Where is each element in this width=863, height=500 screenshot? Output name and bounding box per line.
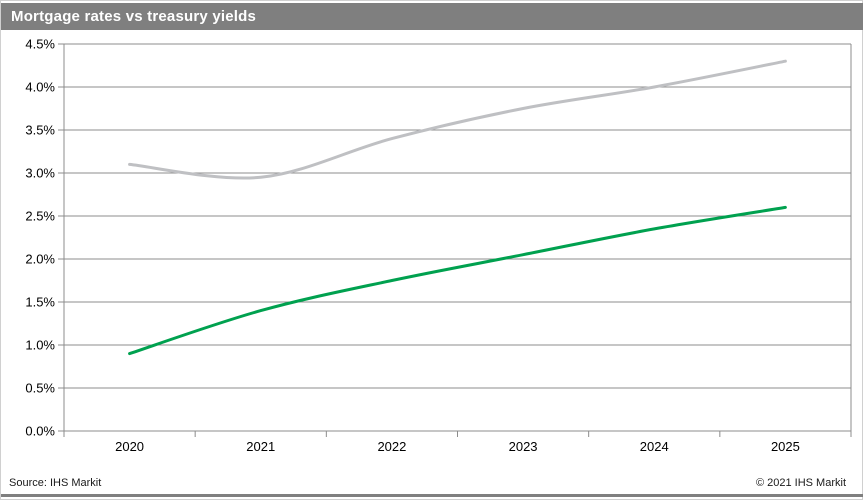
y-tick-label: 1.0%	[25, 338, 55, 353]
x-tick-label: 2024	[640, 439, 669, 454]
footer-accent-bar	[1, 494, 863, 497]
treasury-yields-line	[128, 205, 787, 356]
x-tick-label: 2022	[377, 439, 406, 454]
x-tick-label: 2020	[115, 439, 144, 454]
y-tick-label: 2.5%	[25, 209, 55, 224]
y-tick-label: 2.0%	[25, 252, 55, 267]
y-tick-label: 4.0%	[25, 80, 55, 95]
y-tick-label: 1.5%	[25, 295, 55, 310]
x-tick-label: 2021	[246, 439, 275, 454]
source-note: Source: IHS Markit	[9, 477, 102, 489]
y-tick-label: 0.0%	[25, 424, 55, 439]
y-tick-label: 3.0%	[25, 166, 55, 181]
chart-title: Mortgage rates vs treasury yields	[11, 8, 257, 25]
copyright-note: © 2021 IHS Markit	[755, 477, 846, 489]
line-chart: 0.0% 0.5% 1.0% 1.5% 2.0% 2.5% 3.0% 3.5% 4.0% 4.5%…	[25, 37, 852, 454]
y-tick-label: 4.5%	[25, 37, 55, 52]
mortgage-rates-line	[128, 59, 787, 180]
x-tick-label: 2023	[509, 439, 538, 454]
y-tick-label: 0.5%	[25, 381, 55, 396]
y-tick-label: 3.5%	[25, 123, 55, 138]
x-tick-label: 2025	[771, 439, 800, 454]
chart-title-bar: Mortgage rates vs treasury yields	[1, 3, 863, 30]
